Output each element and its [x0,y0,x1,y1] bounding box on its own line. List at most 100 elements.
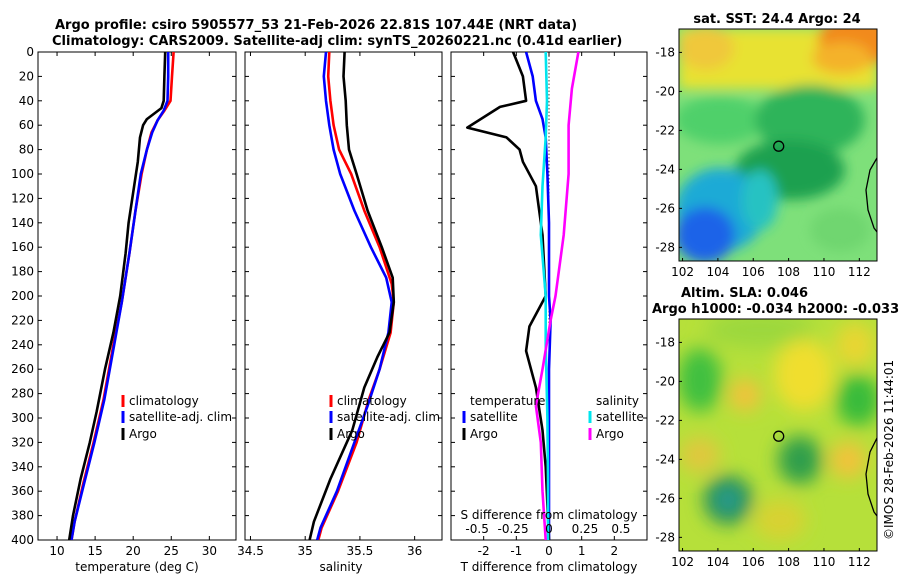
series-line-argo [67,52,167,540]
argo-location-marker [773,140,785,152]
sst-field [679,29,877,261]
s-tick-label: 0.25 [572,522,599,536]
sla-low-core [718,490,738,510]
x-tick-label: 15 [87,544,102,558]
map-lat-label: -18 [655,335,675,349]
x-tick-label: 1 [578,544,586,558]
depth-tick-label: 120 [11,191,34,205]
temperature-axis-label: temperature (deg C) [75,560,198,574]
legend-label-s-argo: Argo [596,427,624,441]
difference-legend: temperature salinity satellite Argo sate… [462,394,644,441]
sla-map-ticks: 102 104 106 108 110 112 -18 -20 -22 -24 -26 -28 [655,335,870,569]
s-tick-label: -0.25 [498,522,529,536]
x-tick-label: 0 [545,544,553,558]
sla-map-subtitle: Argo h1000: -0.034 h2000: -0.033 [652,302,899,317]
imos-timestamp: ©IMOS 28-Feb-2026 11:44:01 [882,360,896,540]
depth-tick-label: 340 [11,460,34,474]
legend-label-argo: Argo [337,427,365,441]
sst-map-frame [678,28,878,262]
map-lat-label: -28 [655,530,675,544]
depth-tick-label: 240 [11,338,34,352]
depth-tick-label: 300 [11,411,34,425]
salinity-axes-frame [244,51,443,541]
salinity-legend: climatology satellite-adj. clim Argo [329,394,440,441]
temperature-panel: 0 20 40 60 80 100 120 140 160 180 200 220 240 260 280 3… [11,45,237,574]
legend-label-satellite: satellite-adj. clim [129,410,232,424]
difference-depth-ticks [451,51,647,541]
sla-map-panel: Altim. SLA: 0.046 Argo h1000: -0.034 h20… [652,286,899,569]
x-tick-label: 2 [611,544,619,558]
salinity-axis-label: salinity [319,560,362,574]
map-lon-label: 112 [848,555,871,569]
sst-warm-patch-west [679,29,734,70]
sla-low-west [679,348,722,412]
s-difference-axis-ticks: -0.5 -0.25 0 0.25 0.5 [465,522,630,536]
series-line-satellite-adj-clim [70,52,170,540]
x-tick-label: 35.5 [347,544,374,558]
depth-tick-label: 60 [19,118,34,132]
sla-high-south [830,442,866,478]
sla-blobs [679,319,877,540]
map-lon-label: 104 [706,265,729,279]
sla-coastline [865,437,877,517]
legend-label-s-satellite: satellite [596,410,644,424]
argo-location-marker [773,430,785,442]
difference-panel: -2 -1 0 1 2 temperature salinity satellite A… [450,51,648,574]
sla-map-title: Altim. SLA: 0.046 [681,286,808,301]
map-lat-label: -28 [655,240,675,254]
depth-tick-label: 320 [11,435,34,449]
legend-label-argo: Argo [129,427,157,441]
sla-low-center [778,436,822,484]
depth-tick-label: 200 [11,289,34,303]
series-line-temperature-argo [465,52,551,540]
depth-tick-label: 0 [26,45,34,59]
x-tick-label: 30 [202,544,217,558]
legend-label-climatology: climatology [129,394,199,408]
depth-tick-label: 100 [11,167,34,181]
temperature-axis-ticks: 10 15 20 25 30 [49,52,217,558]
series-line-salinity-satellite [539,52,550,540]
map-lon-label: 106 [742,265,765,279]
sla-patch-top [705,319,815,348]
legend-label-t-argo: Argo [470,427,498,441]
map-lat-label: -20 [655,84,675,98]
series-line-argo [308,52,396,540]
depth-tick-label: 180 [11,265,34,279]
map-lon-label: 110 [813,265,836,279]
temperature-series [67,52,175,540]
difference-series [465,52,580,540]
sst-light-patch [810,208,870,252]
map-lon-label: 104 [706,555,729,569]
salinity-series [308,52,396,540]
s-difference-axis-label: S difference from climatology [461,508,638,522]
depth-tick-label: 140 [11,216,34,230]
sst-blobs [679,29,877,261]
map-lat-label: -24 [655,452,675,466]
series-line-temperature-satellite [524,52,552,540]
map-lat-label: -22 [655,413,675,427]
sst-cyan-swirl [742,170,778,230]
map-lat-label: -26 [655,491,675,505]
salinity-axis-ticks: 34.5 35 35.5 36 [237,52,422,558]
map-lon-label: 102 [671,555,694,569]
legend-label-t-satellite: satellite [470,410,518,424]
depth-tick-label: 20 [19,69,34,83]
x-tick-label: -1 [510,544,522,558]
legend-label-satellite: satellite-adj. clim [337,410,440,424]
depth-axis-ticks: 0 20 40 60 80 100 120 140 160 180 200 220 240 260 280 3… [11,45,236,547]
x-tick-label: 20 [126,544,141,558]
depth-tick-label: 280 [11,387,34,401]
depth-tick-label: 40 [19,94,34,108]
map-lon-label: 108 [777,555,800,569]
sla-high-west [680,437,720,473]
series-line-satellite-adj-clim [315,52,394,540]
figure-title-line-1: Argo profile: csiro 5905577_53 21-Feb-20… [55,18,577,33]
depth-tick-label: 80 [19,143,34,157]
sst-mid-patch [679,96,765,144]
map-lon-label: 108 [777,265,800,279]
temperature-legend: climatology satellite-adj. clim Argo [121,394,232,441]
map-lon-label: 110 [813,555,836,569]
sst-warm-patch [812,42,872,74]
map-lat-label: -22 [655,123,675,137]
map-lat-label: -24 [655,162,675,176]
